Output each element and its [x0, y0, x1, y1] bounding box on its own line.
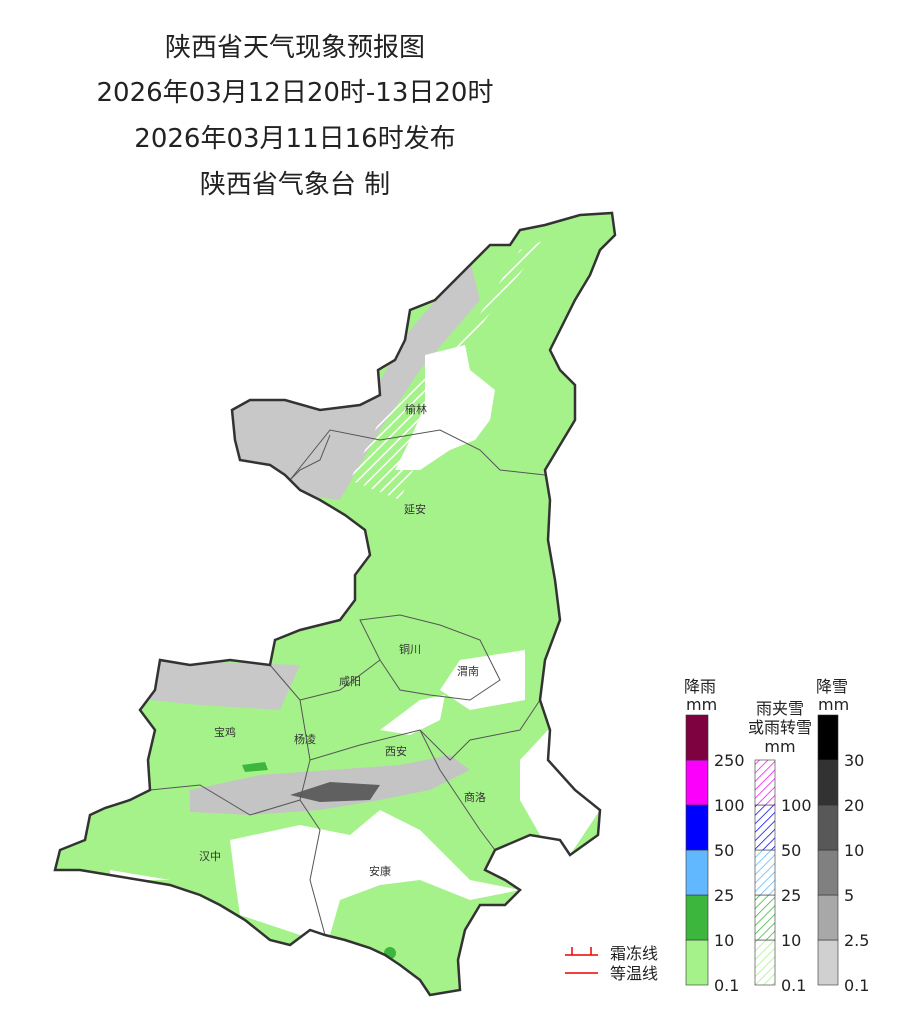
- legend-tick-label: 0.1: [844, 976, 869, 995]
- legend-swatch: [685, 939, 709, 986]
- legend-title: 降雪: [816, 677, 848, 696]
- legend-title: 或雨转雪: [748, 718, 812, 737]
- legend-tick-label: 50: [781, 841, 801, 860]
- legend: 0.1102550100250降雨mm0.1102550100雨夹雪或雨转雪mm…: [565, 677, 869, 995]
- city-label: 延安: [404, 502, 426, 516]
- legend-tick-label: 10: [781, 931, 801, 950]
- legend-tick-label: 10: [714, 931, 734, 950]
- city-label: 宝鸡: [214, 725, 236, 739]
- legend-swatch: [754, 849, 776, 896]
- legend-tick-label: 30: [844, 751, 864, 770]
- line-legend-label: 霜冻线: [610, 944, 658, 963]
- legend-tick-label: 25: [781, 886, 801, 905]
- forecast-map: [55, 213, 615, 995]
- legend-tick-label: 25: [714, 886, 734, 905]
- legend-tick-label: 100: [781, 796, 812, 815]
- city-label: 西安: [385, 744, 407, 758]
- legend-swatch: [685, 714, 709, 761]
- city-label: 安康: [369, 864, 391, 878]
- city-label: 杨凌: [294, 732, 316, 746]
- legend-swatch: [817, 759, 839, 806]
- title: 陕西省天气现象预报图 2026年03月12日20时-13日20时 2026年03…: [97, 33, 494, 200]
- city-label: 汉中: [199, 850, 221, 863]
- legend-title: 雨夹雪: [756, 699, 804, 718]
- legend-tick-label: 5: [844, 886, 854, 905]
- legend-swatch: [754, 894, 776, 941]
- legend-tick-label: 10: [844, 841, 864, 860]
- legend-title: 降雨: [684, 677, 716, 696]
- legend-swatch: [685, 804, 709, 851]
- legend-swatch: [817, 714, 839, 761]
- title-line: 2026年03月11日16时发布: [134, 124, 455, 154]
- city-label: 铜川: [399, 642, 421, 656]
- city-label: 榆林: [405, 402, 427, 416]
- legend-tick-label: 50: [714, 841, 734, 860]
- legend-swatch: [817, 849, 839, 896]
- legend-tick-label: 0.1: [781, 976, 806, 995]
- title-line: 陕西省气象台 制: [200, 170, 390, 200]
- legend-tick-label: 20: [844, 796, 864, 815]
- legend-tick-label: 100: [714, 796, 745, 815]
- legend-swatch: [817, 894, 839, 941]
- legend-unit: mm: [686, 695, 717, 714]
- city-label: 商洛: [464, 790, 486, 804]
- legend-swatch: [817, 804, 839, 851]
- city-label: 咸阳: [339, 675, 361, 688]
- city-label: 渭南: [457, 665, 479, 678]
- legend-tick-label: 2.5: [844, 931, 869, 950]
- legend-swatch: [685, 849, 709, 896]
- title-line: 陕西省天气现象预报图: [165, 33, 425, 63]
- legend-tick-label: 250: [714, 751, 745, 770]
- legend-unit: mm: [818, 695, 849, 714]
- legend-swatch: [754, 804, 776, 851]
- legend-swatch: [817, 939, 839, 986]
- line-legend-label: 等温线: [610, 964, 658, 983]
- title-line: 2026年03月12日20时-13日20时: [97, 78, 494, 108]
- frost-line-symbol: [565, 947, 598, 956]
- legend-swatch: [685, 759, 709, 806]
- borders: [149, 429, 546, 936]
- legend-swatch: [754, 939, 776, 986]
- legend-swatch: [685, 894, 709, 941]
- legend-tick-label: 0.1: [714, 976, 739, 995]
- legend-swatch: [754, 759, 776, 806]
- legend-unit: mm: [764, 737, 795, 756]
